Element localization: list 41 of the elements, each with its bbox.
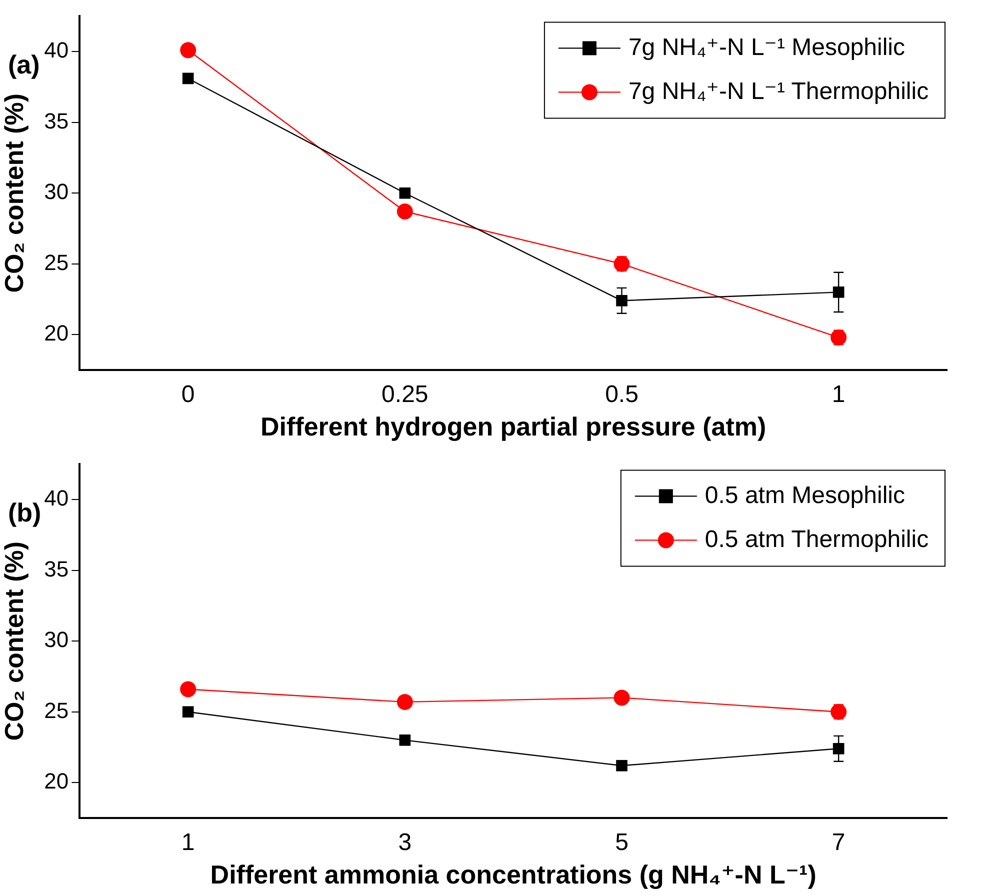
legend-label: 7g NH₄⁺-N L⁻¹ Thermophilic [628, 78, 929, 105]
x-axis-title: Different ammonia concentrations (g NH₄⁺-N L⁻¹) [210, 860, 816, 890]
x-axis-title: Different hydrogen partial pressure (atm) [260, 412, 766, 442]
y-tick-label: 40 [44, 486, 69, 511]
x-tick-label: 1 [181, 829, 195, 856]
x-tick-label: 0.5 [605, 381, 638, 408]
point [182, 72, 194, 84]
y-tick-label: 35 [44, 556, 69, 582]
text: (b) [8, 497, 42, 528]
point [616, 295, 628, 306]
point [832, 743, 844, 754]
y-tick-label: 25 [44, 250, 69, 275]
x-tick-label: 3 [398, 829, 412, 856]
point [396, 694, 413, 710]
y-tick-label: 20 [44, 320, 69, 346]
y-tick-label: 30 [44, 627, 69, 652]
point [616, 760, 628, 772]
y-tick-label: 40 [44, 38, 69, 63]
point [182, 706, 194, 718]
y-tick-label: 25 [44, 698, 69, 723]
point [180, 681, 196, 698]
x-tick-label: 5 [615, 829, 628, 856]
legend-label: 7g NH₄⁺-N L⁻¹ Mesophilic [628, 34, 906, 61]
x-tick-label: 7 [832, 829, 846, 856]
point [832, 286, 844, 298]
legend-label: 0.5 atm Mesophilic [704, 482, 906, 509]
point [180, 42, 196, 58]
point [399, 187, 411, 199]
x-tick-label: 0.25 [382, 381, 428, 408]
x-tick-label: 0 [181, 381, 195, 408]
point [614, 690, 630, 706]
point [396, 204, 413, 220]
y-tick-label: 20 [44, 768, 69, 794]
text: (a) [8, 49, 40, 80]
point [399, 734, 411, 746]
y-axis-title: CO₂ content (%) [0, 93, 29, 293]
x-tick-label: 1 [832, 381, 846, 408]
y-tick-label: 30 [44, 179, 69, 204]
y-tick-label: 35 [44, 108, 69, 134]
y-axis-title: CO₂ content (%) [0, 541, 29, 741]
legend-label: 0.5 atm Thermophilic [704, 526, 929, 553]
